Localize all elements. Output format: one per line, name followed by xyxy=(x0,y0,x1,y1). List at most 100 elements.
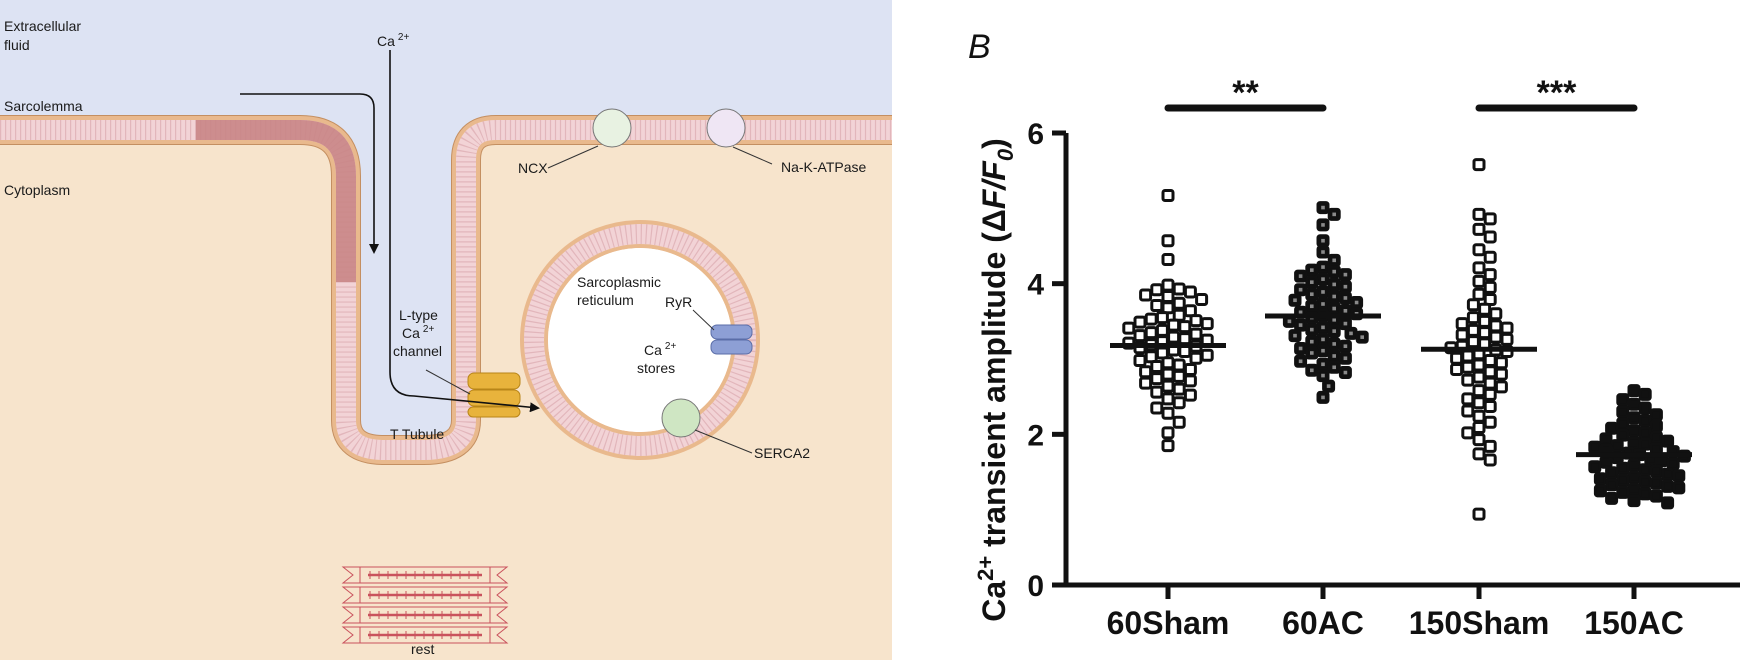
data-point xyxy=(1167,330,1181,344)
na-k-atpase-protein xyxy=(706,108,746,148)
data-point xyxy=(1483,365,1497,379)
data-point xyxy=(1472,158,1486,172)
label-extracellular: Extracellular xyxy=(4,18,81,34)
data-point xyxy=(1483,439,1497,453)
data-point xyxy=(1305,311,1319,325)
data-point xyxy=(1316,260,1330,274)
data-point xyxy=(1316,285,1330,299)
data-point xyxy=(1172,358,1186,372)
significance-label: *** xyxy=(1537,74,1577,112)
data-point xyxy=(1200,317,1214,331)
data-point xyxy=(1500,344,1514,358)
data-point xyxy=(1610,439,1624,453)
data-point xyxy=(1338,304,1352,318)
data-point xyxy=(1627,384,1641,398)
data-point-center xyxy=(1310,368,1314,373)
data-point xyxy=(1588,460,1602,474)
data-point xyxy=(1494,356,1508,370)
data-point xyxy=(1161,392,1175,406)
data-point xyxy=(1616,417,1630,431)
data-point xyxy=(1305,335,1319,349)
data-point xyxy=(1489,330,1503,344)
data-point xyxy=(1288,293,1302,307)
data-point-center xyxy=(1310,339,1314,344)
data-point xyxy=(1355,330,1369,344)
label-l-type-ca: Ca 2+ xyxy=(402,324,434,341)
data-point xyxy=(1305,287,1319,301)
data-point xyxy=(1338,351,1352,365)
data-point-center xyxy=(1287,319,1292,324)
data-point xyxy=(1489,319,1503,333)
data-point xyxy=(1593,484,1607,498)
data-point-center xyxy=(1349,331,1353,336)
data-point xyxy=(1294,283,1308,297)
data-point xyxy=(1189,327,1203,341)
data-point xyxy=(1338,366,1352,380)
data-point-center xyxy=(1298,346,1303,351)
data-point xyxy=(1316,272,1330,286)
data-point xyxy=(1627,482,1641,496)
data-point xyxy=(1122,321,1136,335)
data-point xyxy=(1294,305,1308,319)
data-point-center xyxy=(1310,304,1314,309)
data-point xyxy=(1144,326,1158,340)
sarcolemma-highlight xyxy=(196,120,356,282)
data-point xyxy=(1316,245,1330,259)
data-point xyxy=(1282,314,1296,328)
panel-letter: B xyxy=(968,28,991,66)
data-point-center xyxy=(1332,282,1336,287)
data-point xyxy=(1327,207,1341,221)
data-point xyxy=(1172,308,1186,322)
data-point xyxy=(1316,332,1330,346)
label-na-k-atpase: Na-K-ATPase xyxy=(781,159,867,175)
data-point xyxy=(1483,415,1497,429)
data-point xyxy=(1605,491,1619,505)
data-point xyxy=(1316,234,1330,248)
data-point xyxy=(1483,250,1497,264)
data-point xyxy=(1472,421,1486,435)
data-point-center xyxy=(1332,294,1336,299)
data-point-center xyxy=(1321,302,1325,306)
data-point xyxy=(1661,496,1675,510)
data-point xyxy=(1172,415,1186,429)
data-point xyxy=(1316,218,1330,232)
data-point xyxy=(1472,433,1486,447)
x-category-label: 150Sham xyxy=(1409,605,1550,641)
data-point xyxy=(1672,469,1686,483)
data-point xyxy=(1338,339,1352,353)
data-point xyxy=(1133,354,1147,368)
data-point xyxy=(1150,360,1164,374)
data-point xyxy=(1316,297,1330,311)
data-point xyxy=(1178,320,1192,334)
data-point xyxy=(1161,278,1175,292)
data-point xyxy=(1178,332,1192,346)
data-point xyxy=(1288,329,1302,343)
data-point xyxy=(1461,392,1475,406)
data-point xyxy=(1472,507,1486,521)
data-point xyxy=(1588,440,1602,454)
x-category-label: 150AC xyxy=(1584,605,1684,641)
label-l-type: L-type xyxy=(399,307,438,323)
data-point xyxy=(1455,328,1469,342)
data-point xyxy=(1461,404,1475,418)
data-point xyxy=(1661,467,1675,481)
data-point xyxy=(1172,369,1186,383)
data-point xyxy=(1472,287,1486,301)
data-point-center xyxy=(1343,344,1348,348)
label-channel: channel xyxy=(393,343,442,359)
data-point xyxy=(1161,367,1175,381)
data-point xyxy=(1338,268,1352,282)
data-point-center xyxy=(1310,351,1314,355)
data-point xyxy=(1621,446,1635,460)
data-point xyxy=(1494,380,1508,394)
data-point xyxy=(1161,301,1175,315)
data-point xyxy=(1327,289,1341,303)
data-point xyxy=(1161,234,1175,248)
data-point-center xyxy=(1321,395,1325,400)
data-point xyxy=(1327,349,1341,363)
data-point-center xyxy=(1321,373,1325,378)
data-point xyxy=(1649,464,1663,478)
data-point-center xyxy=(1360,335,1364,339)
data-point xyxy=(1478,314,1492,328)
data-point xyxy=(1316,344,1330,358)
